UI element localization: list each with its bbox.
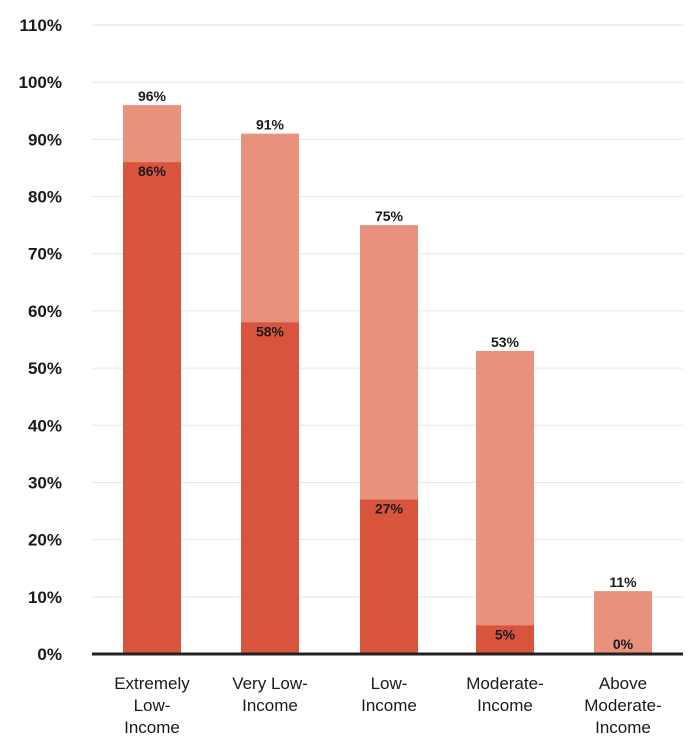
data-label: 27% [375, 501, 404, 517]
bar-inner [360, 499, 418, 654]
y-tick-label: 110% [19, 16, 62, 35]
y-tick-label: 10% [28, 588, 62, 607]
bar-inner [123, 162, 181, 654]
data-label: 58% [256, 323, 285, 339]
y-tick-label: 50% [28, 359, 62, 378]
x-tick-label: Moderate-Income [466, 674, 543, 715]
y-tick-label: 0% [37, 645, 62, 664]
x-tick-label: Low-Income [361, 674, 417, 715]
bar-inner [241, 322, 299, 654]
y-axis-ticks: 0% 10% 20% 30% 40% 50% 60% 70% 80% 90% 100% 110% [19, 16, 62, 664]
y-tick-label: 60% [28, 302, 62, 321]
y-tick-label: 20% [28, 531, 62, 550]
y-tick-label: 90% [28, 130, 62, 149]
bar-inner [476, 625, 534, 654]
data-label: 11% [609, 574, 637, 590]
data-label: 0% [613, 636, 634, 652]
x-axis-categories: Extremely Low-Income Very Low-Income Low-In… [114, 674, 662, 737]
x-tick-label: Above Moderate-Income [584, 674, 661, 737]
data-label: 53% [491, 334, 520, 350]
data-labels: 96% 91% 75% 53% 11% 86% 58% 27% 5% 0% [138, 88, 637, 652]
x-tick-label: Extremely Low-Income [114, 674, 190, 737]
y-tick-label: 30% [28, 473, 62, 492]
data-label: 96% [138, 88, 167, 104]
y-tick-label: 80% [28, 188, 62, 207]
y-tick-label: 100% [19, 73, 62, 92]
data-label: 5% [495, 626, 516, 642]
y-tick-label: 70% [28, 245, 62, 264]
data-label: 91% [256, 117, 285, 133]
bar-total [476, 350, 534, 654]
data-label: 75% [375, 208, 404, 224]
y-tick-label: 40% [28, 416, 62, 435]
x-tick-label: Very Low-Income [232, 674, 308, 715]
bar-total [594, 591, 652, 654]
bars [123, 105, 652, 655]
data-label: 86% [138, 163, 167, 179]
